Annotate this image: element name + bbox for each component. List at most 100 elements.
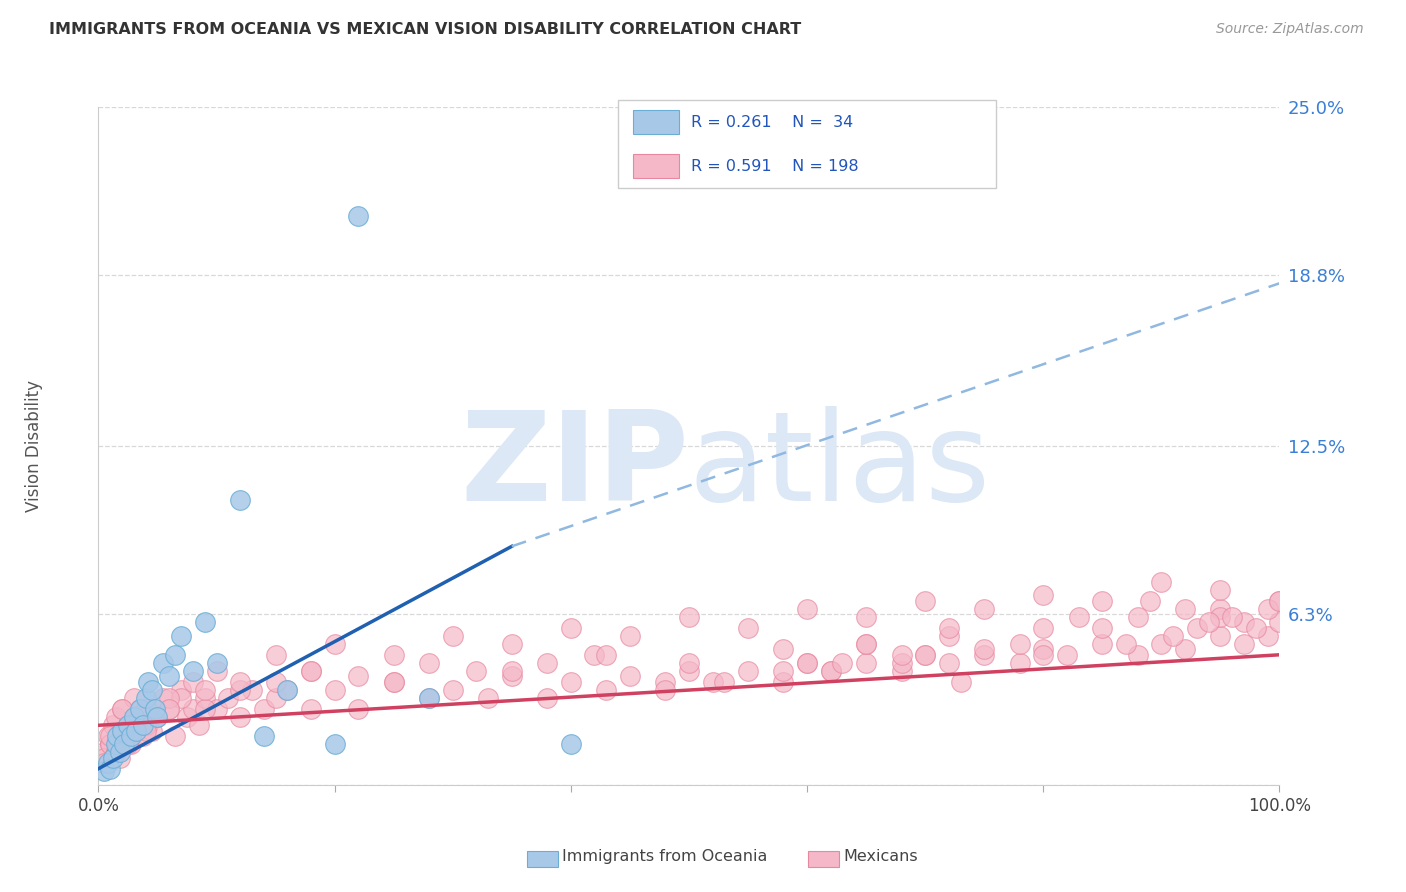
Point <box>98 737 121 751</box>
Point <box>501 637 523 651</box>
Point <box>1257 629 1279 643</box>
Point <box>299 702 322 716</box>
Point <box>141 683 163 698</box>
Point <box>536 691 558 706</box>
Point <box>678 664 700 678</box>
Point <box>914 648 936 662</box>
Point <box>217 691 239 706</box>
Point <box>1150 574 1173 589</box>
Point <box>105 746 128 760</box>
Point <box>560 621 582 635</box>
Point <box>105 746 128 760</box>
Point <box>772 674 794 689</box>
Point <box>418 691 440 706</box>
Point <box>465 664 488 678</box>
Point <box>170 691 193 706</box>
Point <box>170 683 193 698</box>
Point <box>382 674 405 689</box>
Point <box>132 729 155 743</box>
Point <box>1032 621 1054 635</box>
Point <box>253 729 276 743</box>
Point <box>108 751 131 765</box>
Point <box>98 762 121 776</box>
Point <box>108 746 131 760</box>
Point <box>157 702 180 716</box>
Point <box>136 718 159 732</box>
Point <box>132 718 155 732</box>
Point <box>441 683 464 698</box>
Point <box>890 664 912 678</box>
Point <box>418 656 440 670</box>
Point <box>382 674 405 689</box>
Point <box>737 664 759 678</box>
Point <box>536 656 558 670</box>
Point <box>205 656 228 670</box>
Point <box>914 593 936 607</box>
Point <box>1126 610 1149 624</box>
Point <box>973 601 995 615</box>
Point <box>146 710 169 724</box>
Point <box>1067 610 1090 624</box>
Point <box>117 737 139 751</box>
Text: IMMIGRANTS FROM OCEANIA VS MEXICAN VISION DISABILITY CORRELATION CHART: IMMIGRANTS FROM OCEANIA VS MEXICAN VISIO… <box>49 22 801 37</box>
Point <box>93 764 115 779</box>
Point <box>855 656 877 670</box>
Point <box>831 656 853 670</box>
Point <box>264 674 287 689</box>
Point <box>105 737 128 751</box>
Point <box>117 718 139 732</box>
Point <box>619 629 641 643</box>
Point <box>1008 637 1031 651</box>
Point <box>973 648 995 662</box>
Point <box>855 637 877 651</box>
Point <box>157 669 180 683</box>
Point <box>276 683 298 698</box>
Point <box>1220 610 1243 624</box>
Point <box>1233 615 1256 630</box>
Point <box>347 702 370 716</box>
Point <box>973 642 995 657</box>
Point <box>135 710 157 724</box>
Point <box>1257 601 1279 615</box>
Point <box>93 746 115 760</box>
Point <box>98 729 121 743</box>
Point <box>101 751 124 765</box>
Point <box>105 710 128 724</box>
Text: R = 0.591    N = 198: R = 0.591 N = 198 <box>690 159 858 174</box>
Point <box>229 683 252 698</box>
Point <box>93 751 115 765</box>
Point <box>1115 637 1137 651</box>
Point <box>1032 648 1054 662</box>
Y-axis label: Vision Disability: Vision Disability <box>25 380 42 512</box>
Point <box>135 718 157 732</box>
Point <box>418 691 440 706</box>
Point <box>229 710 252 724</box>
Point <box>264 648 287 662</box>
Point <box>938 656 960 670</box>
Point <box>347 209 370 223</box>
Point <box>1198 615 1220 630</box>
Point <box>181 664 204 678</box>
Point <box>1233 637 1256 651</box>
Point <box>93 756 115 771</box>
Point <box>382 648 405 662</box>
Point <box>143 702 166 716</box>
Point <box>1091 593 1114 607</box>
Point <box>347 669 370 683</box>
Point <box>101 718 124 732</box>
Point <box>253 702 276 716</box>
Point <box>111 729 134 743</box>
Point <box>97 729 120 743</box>
Point <box>560 737 582 751</box>
Point <box>176 710 198 724</box>
Point <box>1209 629 1232 643</box>
Point <box>654 683 676 698</box>
Point <box>1126 648 1149 662</box>
Point <box>128 702 150 716</box>
Point <box>146 710 169 724</box>
Point <box>796 656 818 670</box>
Text: R = 0.261    N =  34: R = 0.261 N = 34 <box>690 115 853 130</box>
Point <box>737 621 759 635</box>
Point <box>128 702 150 716</box>
Point <box>678 656 700 670</box>
